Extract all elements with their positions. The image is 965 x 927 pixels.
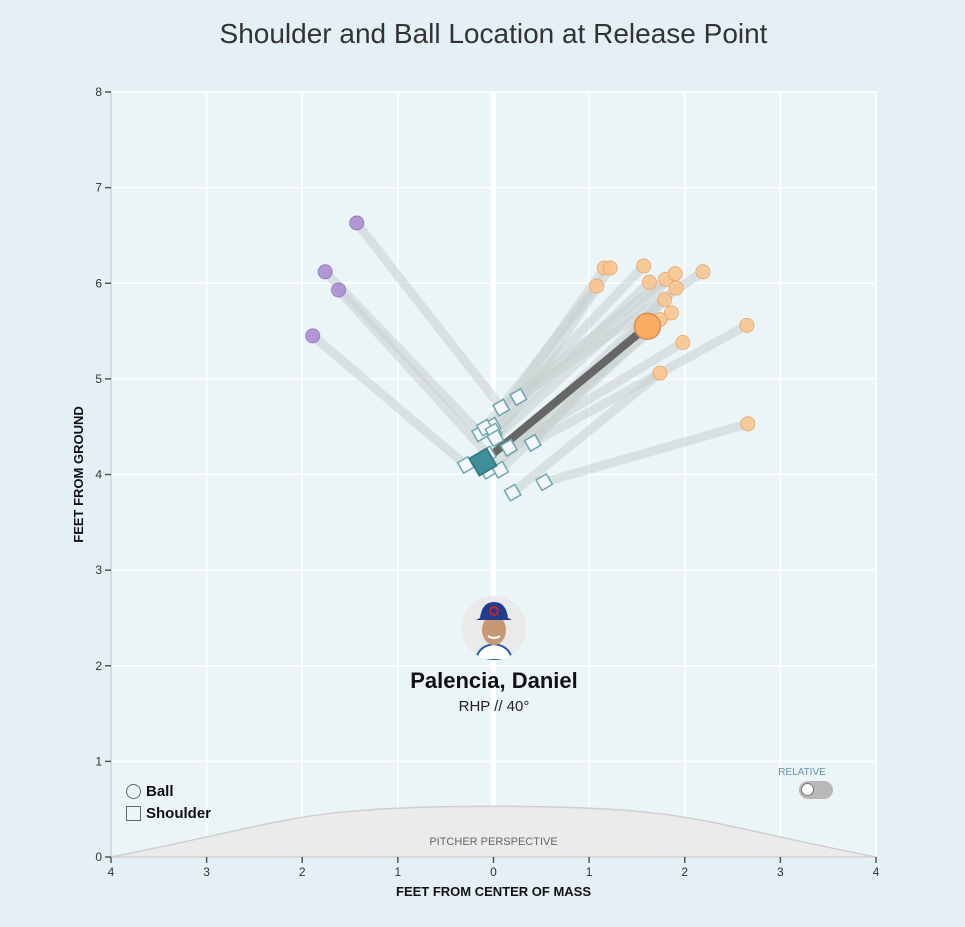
- shoulder-marker: [509, 387, 528, 407]
- connector-line: [334, 285, 493, 459]
- ball-marker: [589, 278, 605, 294]
- ball-marker: [331, 282, 347, 298]
- player-card: Palencia, Daniel RHP // 40°: [394, 596, 594, 715]
- player-headshot-icon: [462, 596, 526, 660]
- ball-marker: [641, 274, 657, 290]
- circle-icon: [126, 783, 141, 799]
- toggle-knob[interactable]: [801, 783, 814, 796]
- legend: Ball Shoulder: [126, 780, 211, 824]
- square-icon: [126, 805, 141, 821]
- legend-label-shoulder: Shoulder: [146, 804, 212, 822]
- legend-item-shoulder[interactable]: Shoulder: [126, 802, 211, 824]
- shoulder-marker: [491, 398, 511, 417]
- shoulder-marker: [534, 472, 554, 492]
- shoulder-marker: [486, 428, 505, 448]
- legend-item-ball[interactable]: Ball: [126, 780, 211, 802]
- x-tick-label: 3: [777, 865, 784, 879]
- connector-line: [504, 338, 688, 453]
- relative-toggle[interactable]: [799, 781, 833, 799]
- y-tick-label: 8: [95, 85, 102, 99]
- ball-marker: [317, 264, 333, 280]
- y-tick-label: 0: [95, 850, 102, 864]
- ball-marker: [636, 258, 652, 274]
- y-tick-label: 6: [95, 276, 102, 290]
- x-axis-title: FEET FROM CENTER OF MASS: [396, 884, 591, 899]
- shoulder-markers: [456, 387, 554, 502]
- x-tick-label: 2: [299, 865, 306, 879]
- y-tick-label: 2: [95, 659, 102, 673]
- y-axis-title: FEET FROM GROUND: [71, 406, 86, 543]
- grid: [110, 91, 877, 858]
- shoulder-marker: [503, 483, 522, 502]
- connector-line: [539, 419, 753, 487]
- average-shoulder-marker: [468, 447, 498, 477]
- y-tick-label: 7: [95, 181, 102, 195]
- x-tick-label: 2: [681, 865, 688, 879]
- x-tick-label: 1: [586, 865, 593, 879]
- ball-marker: [739, 317, 755, 333]
- mound-shape: [110, 805, 877, 858]
- y-tick-label: 5: [95, 372, 102, 386]
- player-name: Palencia, Daniel: [410, 668, 578, 693]
- connector-line: [352, 218, 506, 413]
- chart-title: Shoulder and Ball Location at Release Po…: [219, 18, 768, 49]
- ball-marker: [675, 335, 691, 351]
- ball-marker: [349, 215, 365, 231]
- connector-line: [308, 331, 471, 470]
- connector-line: [508, 368, 665, 498]
- axes: 0 1 2 3 4 5 6 7 8 4 3 2 1 0 1 2 3 4: [95, 85, 879, 879]
- mound-label: PITCHER PERSPECTIVE: [429, 836, 557, 848]
- shoulder-marker: [523, 433, 542, 453]
- y-tick-label: 3: [95, 563, 102, 577]
- legend-label-ball: Ball: [146, 782, 174, 800]
- x-tick-label: 3: [203, 865, 210, 879]
- ball-marker: [740, 416, 756, 432]
- ball-marker: [652, 365, 668, 381]
- ball-marker: [663, 305, 679, 321]
- ball-marker: [305, 328, 321, 344]
- y-tick-label: 1: [95, 754, 102, 768]
- x-tick-label: 1: [395, 865, 402, 879]
- ball-marker: [695, 264, 711, 280]
- x-tick-label: 0: [490, 865, 497, 879]
- relative-label: RELATIVE: [778, 767, 826, 778]
- ball-marker: [602, 260, 618, 276]
- player-handedness-angle: RHP // 40°: [458, 698, 530, 715]
- average-ball-marker: [633, 312, 662, 341]
- y-tick-label: 4: [95, 468, 102, 482]
- connector-line: [528, 320, 752, 448]
- ball-marker: [657, 292, 673, 308]
- ball-marker: [668, 280, 684, 296]
- player-avatar: [462, 596, 526, 660]
- x-tick-label: 4: [108, 865, 115, 879]
- ball-marker: [667, 266, 683, 282]
- x-tick-label: 4: [873, 865, 880, 879]
- ball-markers: [305, 215, 756, 432]
- relative-control: RELATIVE: [772, 767, 833, 799]
- shoulder-marker: [499, 438, 519, 457]
